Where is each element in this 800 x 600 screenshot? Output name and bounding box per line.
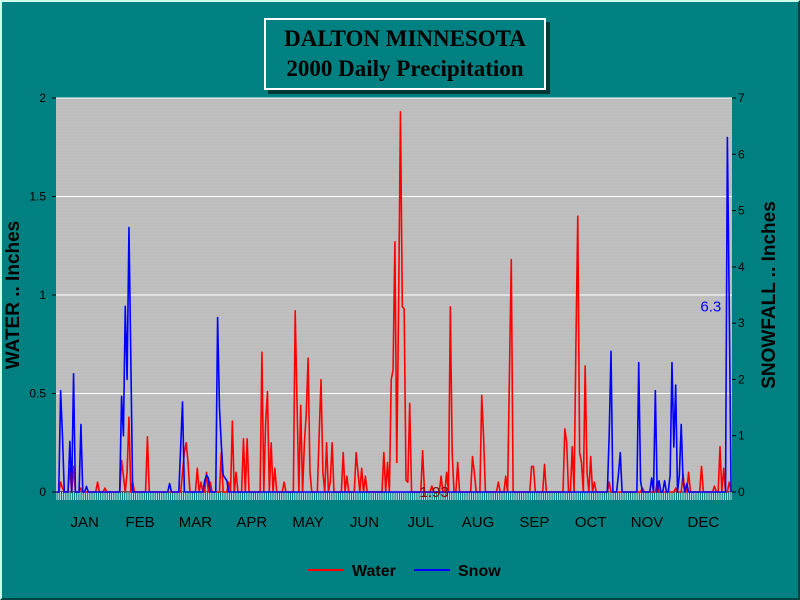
- annotation-label: 6.3: [700, 298, 721, 315]
- left-tick-label: 2: [39, 91, 46, 105]
- month-label: APR: [236, 514, 267, 531]
- month-labels: JAN FEB MAR APR MAY JUN JUL AUG SEP OCT NOV DEC: [70, 514, 719, 531]
- left-tick-label: 1: [39, 288, 46, 302]
- legend: Water Snow: [308, 563, 501, 580]
- legend-label-snow: Snow: [458, 563, 501, 580]
- right-tick-label: 3: [738, 316, 745, 330]
- chart-title-box: DALTON MINNESOTA 2000 Daily Precipitatio…: [264, 18, 546, 90]
- right-tick-label: 7: [738, 91, 745, 105]
- y-axis-left-title: WATER .. Inches: [3, 221, 24, 370]
- month-label: MAY: [292, 514, 323, 531]
- month-label: OCT: [575, 514, 607, 531]
- right-tick-label: 5: [738, 204, 745, 218]
- plot-texture: [56, 99, 732, 491]
- annotations: 1.93 6.3: [420, 298, 722, 501]
- chart-title-line2: 2000 Daily Precipitation: [286, 56, 524, 81]
- annotation-label: 1.93: [420, 484, 449, 501]
- month-label: FEB: [125, 514, 154, 531]
- right-tick-label: 4: [738, 260, 745, 274]
- month-label: SEP: [519, 514, 549, 531]
- chart-title-line1: DALTON MINNESOTA: [284, 26, 526, 51]
- month-label: JUN: [350, 514, 379, 531]
- month-label: AUG: [462, 514, 495, 531]
- left-axis-ticks: 0 0.5 1 1.5 2: [29, 91, 56, 499]
- month-label: JUL: [407, 514, 434, 531]
- series-line-snow: [56, 136, 732, 493]
- series-snow: [56, 136, 732, 493]
- right-tick-label: 1: [738, 429, 745, 443]
- left-tick-label: 1.5: [29, 190, 46, 204]
- y-axis-right-title: SNOWFALL .. Inches: [759, 201, 780, 389]
- legend-label-water: Water: [352, 563, 396, 580]
- right-tick-label: 6: [738, 147, 745, 161]
- right-tick-label: 0: [738, 485, 745, 499]
- month-label: DEC: [688, 514, 720, 531]
- month-label: JAN: [70, 514, 98, 531]
- month-label: NOV: [631, 514, 664, 531]
- right-axis-ticks: 0 1 2 3 4 5 6 7: [732, 91, 745, 499]
- month-label: MAR: [179, 514, 213, 531]
- left-tick-label: 0.5: [29, 387, 46, 401]
- day-ticks: [56, 491, 732, 500]
- right-tick-label: 2: [738, 372, 745, 386]
- left-tick-label: 0: [39, 485, 46, 499]
